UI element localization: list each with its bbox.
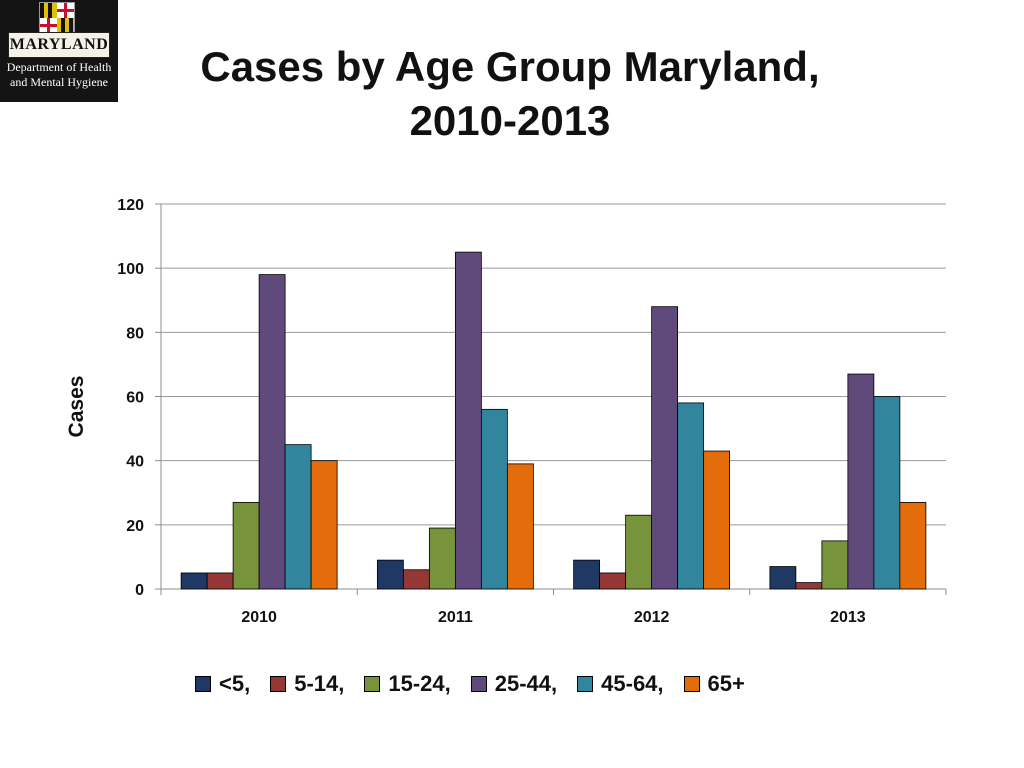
y-tick-label: 80: [126, 325, 144, 342]
legend-label: 45-64,: [601, 671, 664, 696]
legend-label: 65+: [707, 671, 745, 696]
legend-label: <5,: [219, 671, 251, 696]
logo-department-name: Department of Health and Mental Hygiene: [4, 60, 114, 90]
page-title: Cases by Age Group Maryland, 2010-2013: [120, 40, 900, 148]
legend-item: 65+: [683, 671, 745, 697]
y-axis-label: Cases: [65, 376, 88, 438]
bar-2010-514: [206, 572, 234, 590]
bar-2013-514: [795, 582, 823, 590]
legend-swatch: [364, 676, 381, 692]
legend-label: 15-24,: [388, 671, 451, 696]
bar-2012-2544: [651, 306, 679, 590]
y-tick-label: 120: [117, 197, 144, 214]
x-tick-label: 2013: [830, 609, 866, 626]
bar-2012-1524: [625, 514, 653, 590]
bar-2013-4564: [873, 396, 901, 590]
legend-item: 5-14,: [270, 671, 344, 697]
bar-2012-4564: [677, 402, 705, 590]
y-tick-label: 100: [117, 261, 144, 278]
bar-2012-514: [599, 572, 627, 590]
bar-2013-<5: [769, 566, 797, 590]
maryland-flag-shield-icon: [39, 2, 75, 34]
y-tick-label: 20: [126, 518, 144, 535]
legend-label: 5-14,: [294, 671, 345, 696]
logo-dept-line2: and Mental Hygiene: [10, 75, 108, 89]
bar-2011-65+: [506, 463, 534, 590]
title-line1: Cases by Age Group Maryland,: [200, 43, 820, 90]
bar-2012-<5: [573, 559, 601, 590]
bar-2012-65+: [703, 450, 731, 590]
x-tick-label: 2012: [634, 609, 670, 626]
bar-2010-2544: [258, 274, 286, 590]
logo-state-name: MARYLAND: [8, 32, 110, 58]
y-tick-label: 40: [126, 454, 144, 471]
legend-label: 25-44,: [494, 671, 558, 696]
bar-2011-4564: [480, 408, 508, 590]
legend-swatch: [577, 676, 594, 692]
bar-2010-<5: [180, 572, 208, 590]
chart-legend: <5, 5-14, 15-24, 25-44, 45-64, 65+: [195, 671, 765, 697]
title-line2: 2010-2013: [409, 97, 611, 144]
legend-item: <5,: [195, 671, 250, 697]
bar-2010-1524: [232, 501, 260, 590]
maryland-dhmh-logo: MARYLAND Department of Health and Mental…: [0, 0, 118, 102]
legend-item: 25-44,: [470, 671, 558, 697]
bar-2013-65+: [899, 501, 927, 590]
legend-swatch: [195, 676, 211, 692]
bar-2011-<5: [376, 559, 404, 590]
bar-2010-65+: [310, 460, 338, 590]
x-tick-label: 2010: [241, 609, 277, 626]
legend-item: 15-24,: [364, 671, 451, 697]
logo-dept-line1: Department of Health: [6, 60, 112, 74]
bar-2011-2544: [454, 251, 482, 590]
legend-item: 45-64,: [577, 671, 664, 697]
bar-2013-1524: [821, 540, 849, 590]
y-tick-label: 0: [135, 582, 144, 599]
bar-2011-1524: [428, 527, 456, 590]
x-tick-label: 2011: [438, 609, 473, 626]
bar-2013-2544: [847, 373, 875, 590]
bar-2011-514: [402, 569, 430, 590]
y-tick-label: 60: [126, 390, 144, 407]
legend-swatch: [683, 676, 700, 692]
legend-swatch: [270, 676, 287, 692]
bar-2010-4564: [284, 444, 312, 590]
legend-swatch: [470, 676, 487, 692]
